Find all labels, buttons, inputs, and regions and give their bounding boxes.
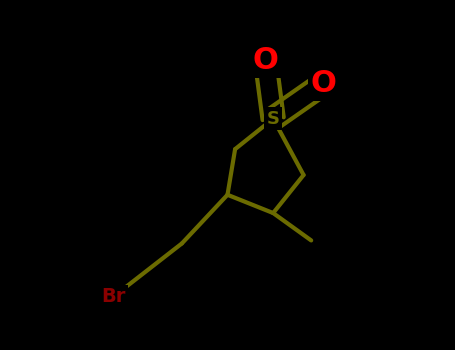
Text: O: O <box>310 69 336 98</box>
Text: O: O <box>253 46 278 75</box>
Text: Br: Br <box>101 287 126 306</box>
Text: S: S <box>267 110 280 128</box>
